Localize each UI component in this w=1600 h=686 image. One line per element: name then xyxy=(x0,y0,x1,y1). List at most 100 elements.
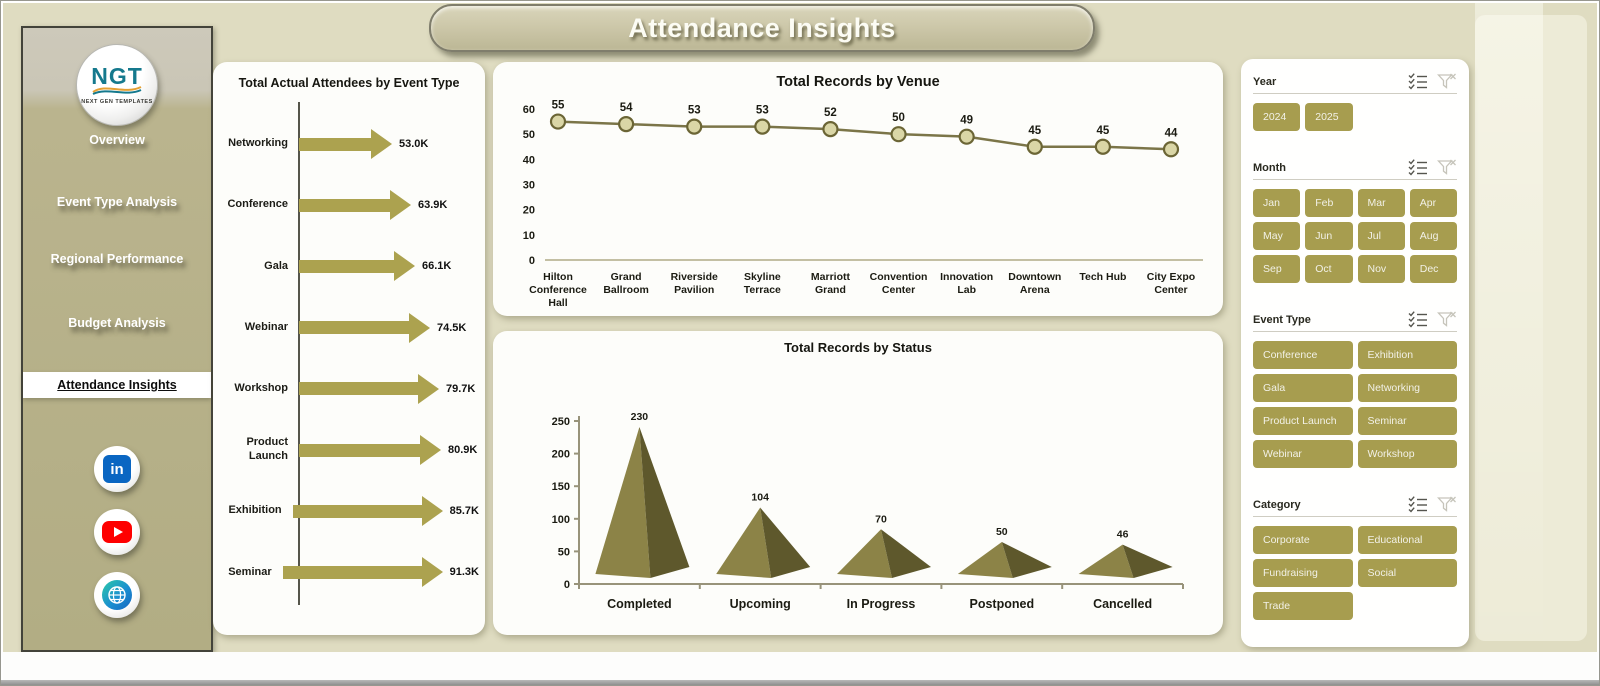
slicer-option-seminar[interactable]: Seminar xyxy=(1357,407,1457,435)
select-all-icon[interactable] xyxy=(1408,311,1428,328)
value-label: 53 xyxy=(756,105,769,117)
pyramid-chart-title: Total Records by Status xyxy=(784,340,932,355)
slicer-option-2024[interactable]: 2024 xyxy=(1253,103,1301,131)
x-axis-label: Cancelled xyxy=(1093,597,1152,611)
category-label: Conference xyxy=(227,198,288,211)
category-label: Workshop xyxy=(234,381,288,394)
bar-arrow[interactable] xyxy=(292,496,443,527)
slicer-options: 2024 2025 xyxy=(1253,103,1457,131)
value-label: 52 xyxy=(824,107,837,119)
value-label: 74.5K xyxy=(437,321,467,334)
category-label: Exhibition xyxy=(228,504,282,517)
data-point-convention-center[interactable] xyxy=(890,126,907,143)
bar-arrow[interactable] xyxy=(282,557,443,588)
bar-arrow[interactable] xyxy=(299,129,392,159)
ngt-logo: NGT NEXT GEN TEMPLATES xyxy=(76,44,158,126)
data-point-marriott-grand[interactable] xyxy=(822,121,839,138)
slicer-option-product-launch[interactable]: Product Launch xyxy=(1253,407,1353,435)
sidebar-item-event-type-analysis[interactable]: Event Type Analysis xyxy=(56,195,178,209)
sidebar-item-budget-analysis[interactable]: Budget Analysis xyxy=(68,316,166,330)
y-tick-label: 100 xyxy=(552,514,570,526)
bar-arrow[interactable] xyxy=(299,435,441,465)
slicer-option-trade[interactable]: Trade xyxy=(1253,592,1353,620)
slicer-option-webinar[interactable]: Webinar xyxy=(1253,440,1353,468)
slicer-option-educational[interactable]: Educational xyxy=(1357,526,1457,554)
data-point-riverside-pavilion[interactable] xyxy=(686,118,703,135)
slicer-option-aug[interactable]: Aug xyxy=(1409,222,1457,250)
slicer-option-networking[interactable]: Networking xyxy=(1357,374,1457,402)
value-label: 45 xyxy=(1028,125,1041,137)
slicer-option-jan[interactable]: Jan xyxy=(1253,189,1301,217)
slicer-option-social[interactable]: Social xyxy=(1357,559,1457,587)
data-point-grand-ballroom[interactable] xyxy=(618,115,635,133)
slicer-option-sep[interactable]: Sep xyxy=(1253,255,1301,283)
slicer-option-mar[interactable]: Mar xyxy=(1357,189,1405,217)
y-tick-label: 50 xyxy=(558,546,570,558)
bar-arrow[interactable] xyxy=(299,190,411,221)
category-label: Networking xyxy=(228,137,288,150)
pyramid-in-progress[interactable] xyxy=(837,529,931,578)
data-point-tech-hub[interactable] xyxy=(1094,138,1111,155)
clear-filter-icon[interactable] xyxy=(1437,311,1457,328)
line-chart-card: Total Records by Venue 0 10 20 30 40 50 60 55 Hi… xyxy=(493,62,1223,316)
y-tick-label: 10 xyxy=(523,230,535,242)
background-highlight xyxy=(1475,15,1587,641)
slicer-option-may[interactable]: May xyxy=(1253,222,1301,250)
slicer-option-2025[interactable]: 2025 xyxy=(1305,103,1353,131)
linkedin-button[interactable]: in xyxy=(94,446,140,492)
slicer-option-feb[interactable]: Feb xyxy=(1305,189,1353,217)
pyramid-postponed[interactable] xyxy=(957,542,1052,578)
logo-subtext: NEXT GEN TEMPLATES xyxy=(81,99,153,105)
value-label: 63.9K xyxy=(418,199,448,212)
slicer-option-nov[interactable]: Nov xyxy=(1357,255,1405,283)
slicer-option-exhibition[interactable]: Exhibition xyxy=(1357,341,1457,369)
clear-filter-icon[interactable] xyxy=(1437,159,1457,176)
slicer-option-corporate[interactable]: Corporate xyxy=(1253,526,1353,554)
data-point-city-expo-center[interactable] xyxy=(1162,141,1180,158)
bar-arrow[interactable] xyxy=(299,312,430,343)
slicer-option-jun[interactable]: Jun xyxy=(1305,222,1353,250)
bar-arrow[interactable] xyxy=(299,251,415,282)
slicer-options: Conference Exhibition Gala Networking Produc… xyxy=(1253,341,1457,468)
data-point-skyline-terrace[interactable] xyxy=(754,118,771,135)
slicer-option-dec[interactable]: Dec xyxy=(1409,255,1457,283)
slicer-title: Month xyxy=(1253,161,1286,174)
select-all-icon[interactable] xyxy=(1408,496,1428,513)
slicer-option-conference[interactable]: Conference xyxy=(1253,341,1353,369)
clear-filter-icon[interactable] xyxy=(1437,73,1457,90)
y-tick-label: 40 xyxy=(523,154,535,166)
linkedin-icon: in xyxy=(103,455,131,483)
x-axis-label: Hilton Conference Hall xyxy=(529,271,587,309)
pyramid-upcoming[interactable] xyxy=(716,507,811,578)
select-all-icon[interactable] xyxy=(1408,73,1428,90)
sidebar-item-regional-performance[interactable]: Regional Performance xyxy=(50,252,184,266)
value-label: 91.3K xyxy=(449,566,479,579)
slicer-option-jul[interactable]: Jul xyxy=(1357,222,1405,250)
bar-arrow[interactable] xyxy=(299,373,439,404)
slicer-option-apr[interactable]: Apr xyxy=(1409,189,1457,217)
slicer-title: Event Type xyxy=(1253,313,1311,326)
y-tick-label: 0 xyxy=(529,255,535,267)
sidebar-item-attendance-insights[interactable]: Attendance Insights xyxy=(23,372,211,398)
category-label: Webinar xyxy=(244,320,288,333)
select-all-icon[interactable] xyxy=(1408,159,1428,176)
x-axis-label: Grand Ballroom xyxy=(603,271,649,296)
pyramid-completed[interactable] xyxy=(595,427,690,578)
data-point-hilton-conference-hall[interactable] xyxy=(549,113,567,130)
value-label: 49 xyxy=(960,115,973,127)
data-point-downtown-arena[interactable] xyxy=(1026,138,1043,155)
slicer-option-gala[interactable]: Gala xyxy=(1253,374,1353,402)
bar-row-gala: Gala 66.1K xyxy=(213,236,479,296)
youtube-button[interactable] xyxy=(94,509,140,555)
sidebar-item-overview[interactable]: Overview xyxy=(89,133,145,147)
footer-strip xyxy=(3,652,1597,680)
slicer-option-workshop[interactable]: Workshop xyxy=(1357,440,1457,468)
y-tick-label: 20 xyxy=(523,205,535,217)
website-button[interactable] xyxy=(94,572,140,618)
data-point-innovation-lab[interactable] xyxy=(958,128,975,145)
slicer-option-fundraising[interactable]: Fundraising xyxy=(1253,559,1353,587)
slicer-option-oct[interactable]: Oct xyxy=(1305,255,1353,283)
pyramid-cancelled[interactable] xyxy=(1078,544,1173,578)
clear-filter-icon[interactable] xyxy=(1437,496,1457,513)
logo-text: NGT xyxy=(91,63,143,89)
